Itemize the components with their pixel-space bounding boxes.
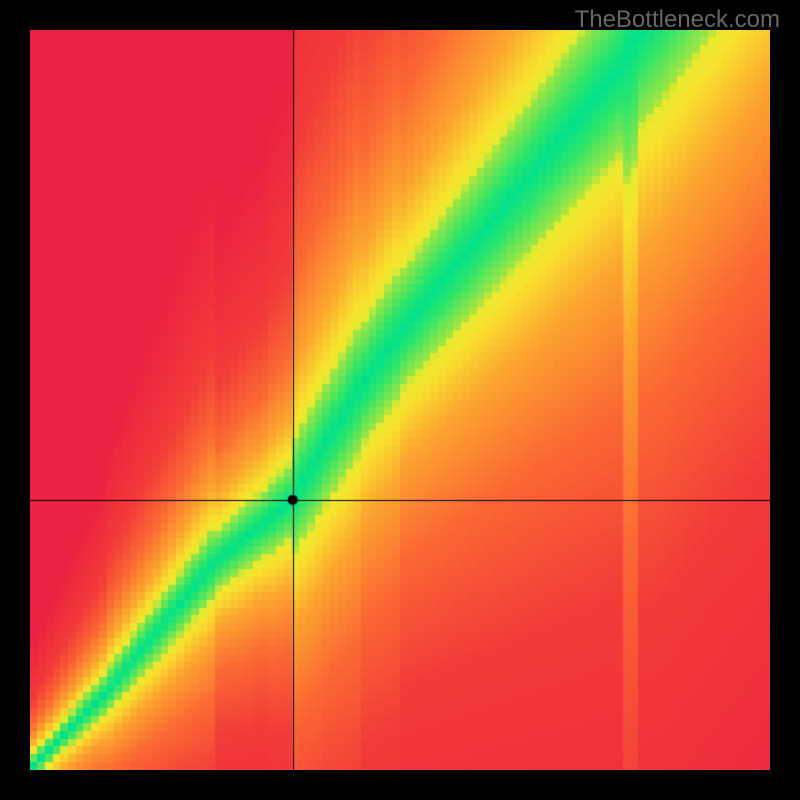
- bottleneck-heatmap: [30, 30, 770, 770]
- watermark: TheBottleneck.com: [575, 6, 780, 34]
